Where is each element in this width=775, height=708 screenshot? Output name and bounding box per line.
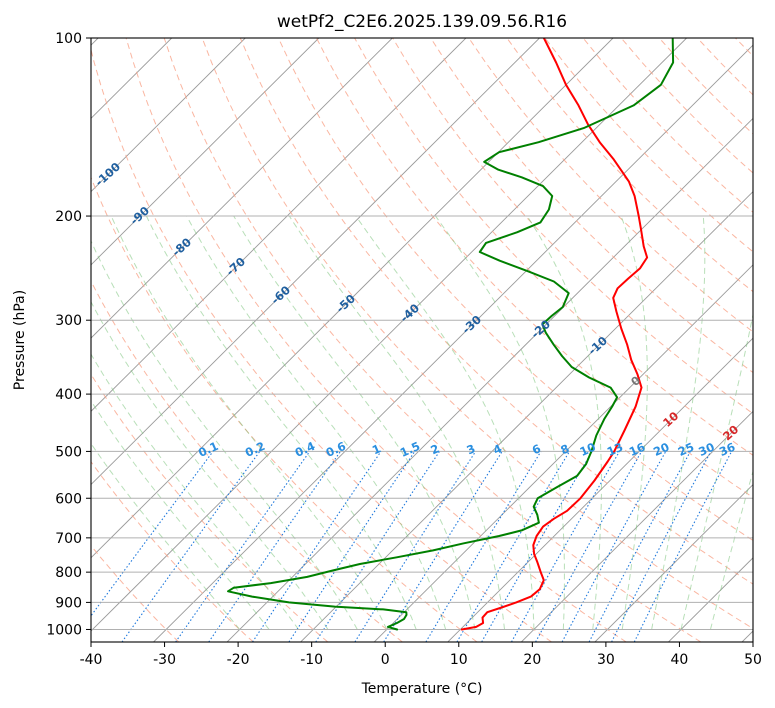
x-tick-label: 10 bbox=[450, 652, 468, 668]
dry-adiabat-line bbox=[91, 47, 552, 642]
y-tick-label: 600 bbox=[55, 491, 82, 507]
x-tick-label: 50 bbox=[744, 652, 762, 668]
y-tick-label: 900 bbox=[55, 595, 82, 611]
x-tick-label: 40 bbox=[671, 652, 689, 668]
isotherm-line bbox=[521, 410, 753, 642]
profile-series bbox=[227, 38, 675, 631]
x-tick-label: 20 bbox=[523, 652, 541, 668]
moist-adiabat-line bbox=[233, 215, 476, 630]
plot-frame bbox=[90, 37, 754, 643]
y-axis: 1000 900 800 700 600 500 400 300 200 100 bbox=[46, 31, 91, 638]
x-tick-label: 30 bbox=[597, 652, 615, 668]
y-tick-label: 100 bbox=[55, 31, 82, 47]
mixing-ratio-line bbox=[611, 451, 712, 642]
mixing-ratio-line bbox=[354, 451, 477, 642]
mixing-ratio-line bbox=[561, 451, 667, 642]
mixing-ratio-line bbox=[511, 451, 620, 642]
moist-adiabat-line bbox=[110, 215, 388, 630]
mixing-ratio-label: 20 bbox=[651, 440, 671, 459]
dry-adiabat-line bbox=[91, 373, 329, 642]
mixing-ratio-line bbox=[633, 451, 733, 642]
mixing-ratio-line bbox=[121, 451, 261, 642]
mixing-ratio-line bbox=[252, 451, 382, 642]
isotherm-line bbox=[91, 38, 467, 412]
dry-adiabat-line bbox=[239, 38, 753, 585]
isotherm-line bbox=[91, 38, 320, 266]
mixing-ratio-line bbox=[535, 451, 643, 642]
mixing-ratio-line bbox=[481, 451, 593, 642]
y-tick-label: 800 bbox=[55, 565, 82, 581]
isotherm-line bbox=[153, 44, 753, 642]
y-tick-label: 200 bbox=[55, 209, 82, 225]
mixing-ratio-line bbox=[208, 451, 341, 642]
x-tick-label: -40 bbox=[80, 652, 103, 668]
mixing-ratio-label: 30 bbox=[696, 440, 716, 459]
x-tick-label: -10 bbox=[300, 652, 323, 668]
x-tick-label: -30 bbox=[153, 652, 176, 668]
dry-adiabat-line bbox=[163, 38, 702, 642]
mixing-ratio-line bbox=[588, 451, 691, 642]
isotherm-line bbox=[91, 38, 540, 486]
dry-adiabat-line bbox=[316, 38, 753, 499]
mixing-ratio-line bbox=[425, 451, 542, 642]
moist-adiabat-line bbox=[91, 300, 329, 630]
temperature-profile-line bbox=[460, 38, 649, 631]
dry-adiabat-line bbox=[91, 280, 403, 642]
mixing-ratio-label: 36 bbox=[717, 440, 737, 459]
pressure-gridlines bbox=[91, 38, 753, 630]
mixing-ratio-line bbox=[91, 451, 214, 617]
x-axis: -40 -30 -20 -10 0 10 20 30 40 50 bbox=[80, 642, 762, 668]
y-tick-label: 700 bbox=[55, 531, 82, 547]
x-axis-label: Temperature (°C) bbox=[361, 681, 483, 697]
dewpoint-profile-line bbox=[227, 38, 675, 631]
isotherm-line bbox=[594, 483, 753, 642]
dry-adiabat-line bbox=[277, 38, 753, 542]
dry-adiabat-line bbox=[354, 38, 753, 456]
isotherm-line bbox=[91, 38, 687, 632]
chart-title: wetPf2_C2E6.2025.139.09.56.R16 bbox=[277, 12, 567, 32]
dry-adiabat-line bbox=[91, 460, 254, 642]
isotherm-line bbox=[91, 38, 246, 193]
mixing-ratio-line bbox=[288, 451, 416, 642]
y-tick-label: 400 bbox=[55, 387, 82, 403]
isotherm-line bbox=[91, 38, 614, 559]
mixing-ratio-label: 16 bbox=[627, 440, 647, 459]
y-tick-label: 500 bbox=[55, 444, 82, 460]
mixing-ratio-label: 13 bbox=[605, 440, 625, 459]
x-tick-label: -20 bbox=[227, 652, 250, 668]
isotherm-line bbox=[91, 38, 393, 339]
mixing-ratio-label: 25 bbox=[676, 440, 696, 459]
isotherm-line bbox=[447, 337, 753, 642]
y-axis-label: Pressure (hPa) bbox=[12, 290, 28, 390]
dry-adiabat-line bbox=[201, 38, 753, 630]
mixing-ratio-label: 10 bbox=[578, 440, 598, 459]
y-tick-label: 1000 bbox=[46, 622, 82, 638]
y-tick-label: 300 bbox=[55, 313, 82, 329]
x-tick-label: 0 bbox=[381, 652, 390, 668]
isotherm-line bbox=[226, 117, 753, 642]
